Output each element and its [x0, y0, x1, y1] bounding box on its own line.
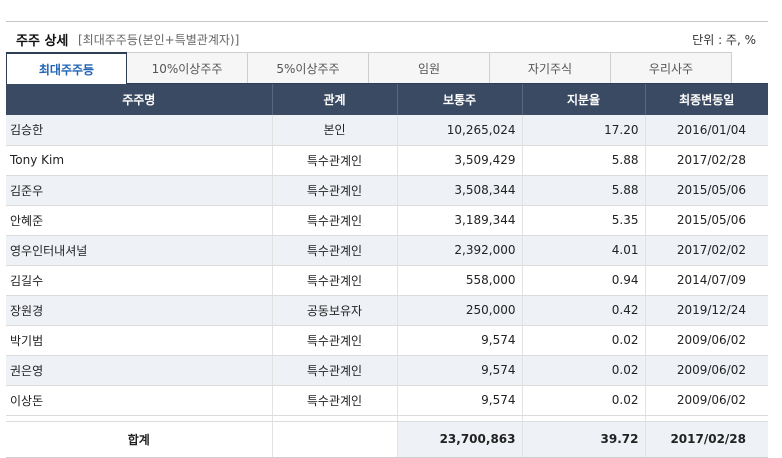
shareholder-tabs: 최대주주등 10%이상주주 5%이상주주 임원 자기주식 우리사주 [6, 52, 768, 84]
relation: 특수관계인 [272, 265, 398, 296]
total-shares: 23,700,863 [397, 420, 523, 458]
shareholder-name: 영우인터내셔널 [6, 235, 273, 266]
table-row: 권은영 특수관계인 9,574 0.02 2009/06/02 [6, 355, 768, 386]
common-shares: 9,574 [397, 325, 523, 356]
ownership-ratio: 0.02 [522, 385, 646, 416]
table-row: 김준우 특수관계인 3,508,344 5.88 2015/05/06 [6, 175, 768, 206]
common-shares: 2,392,000 [397, 235, 523, 266]
common-shares: 9,574 [397, 355, 523, 386]
shareholder-name: Tony Kim [6, 145, 273, 176]
ownership-ratio: 5.35 [522, 205, 646, 236]
col-header-ratio: 지분율 [522, 84, 646, 115]
ownership-ratio: 0.02 [522, 355, 646, 386]
shareholder-name: 박기범 [6, 325, 273, 356]
section-header: 주주 상세 [최대주주등(본인+특별관계자)] 단위 : 주, % [6, 22, 768, 52]
relation: 특수관계인 [272, 145, 398, 176]
ownership-ratio: 4.01 [522, 235, 646, 266]
total-relation-blank [272, 420, 398, 458]
relation: 특수관계인 [272, 355, 398, 386]
section-title: 주주 상세 [16, 34, 69, 49]
unit-label: 단위 : 주, % [692, 33, 756, 47]
ownership-ratio: 5.88 [522, 145, 646, 176]
col-header-relation: 관계 [272, 84, 398, 115]
last-change-date: 2015/05/06 [645, 205, 768, 236]
tab-10pct-shareholders[interactable]: 10%이상주주 [127, 52, 248, 83]
ownership-ratio: 0.02 [522, 325, 646, 356]
relation: 본인 [272, 115, 398, 146]
table-row: 이상돈 특수관계인 9,574 0.02 2009/06/02 [6, 385, 768, 416]
relation: 특수관계인 [272, 235, 398, 266]
tab-filler [732, 52, 768, 83]
common-shares: 250,000 [397, 295, 523, 326]
shareholder-name: 이상돈 [6, 385, 273, 416]
ownership-ratio: 17.20 [522, 115, 646, 146]
table-row: 영우인터내셔널 특수관계인 2,392,000 4.01 2017/02/02 [6, 235, 768, 266]
common-shares: 558,000 [397, 265, 523, 296]
last-change-date: 2019/12/24 [645, 295, 768, 326]
common-shares: 9,574 [397, 385, 523, 416]
relation: 특수관계인 [272, 325, 398, 356]
relation: 공동보유자 [272, 295, 398, 326]
relation: 특수관계인 [272, 175, 398, 206]
ownership-ratio: 5.88 [522, 175, 646, 206]
tab-treasury-stock[interactable]: 자기주식 [490, 52, 611, 83]
total-ratio: 39.72 [522, 420, 646, 458]
common-shares: 3,509,429 [397, 145, 523, 176]
section-subtitle: [최대주주등(본인+특별관계자)] [78, 33, 240, 47]
common-shares: 3,508,344 [397, 175, 523, 206]
tab-5pct-shareholders[interactable]: 5%이상주주 [248, 52, 369, 83]
last-change-date: 2015/05/06 [645, 175, 768, 206]
tab-executives[interactable]: 임원 [369, 52, 490, 83]
table-header-row: 주주명 관계 보통주 지분율 최종변동일 [6, 84, 768, 115]
table-row: 김승한 본인 10,265,024 17.20 2016/01/04 [6, 115, 768, 146]
relation: 특수관계인 [272, 385, 398, 416]
total-label: 합계 [6, 420, 273, 458]
last-change-date: 2009/06/02 [645, 325, 768, 356]
ownership-ratio: 0.94 [522, 265, 646, 296]
last-change-date: 2017/02/02 [645, 235, 768, 266]
common-shares: 3,189,344 [397, 205, 523, 236]
table-row: 박기범 특수관계인 9,574 0.02 2009/06/02 [6, 325, 768, 356]
total-row: 합계 23,700,863 39.72 2017/02/28 [6, 420, 768, 458]
col-header-name: 주주명 [6, 84, 273, 115]
col-header-date: 최종변동일 [645, 84, 768, 115]
ownership-ratio: 0.42 [522, 295, 646, 326]
shareholder-name: 김승한 [6, 115, 273, 146]
last-change-date: 2016/01/04 [645, 115, 768, 146]
top-border [6, 21, 768, 22]
table-row: 안혜준 특수관계인 3,189,344 5.35 2015/05/06 [6, 205, 768, 236]
last-change-date: 2017/02/28 [645, 145, 768, 176]
common-shares: 10,265,024 [397, 115, 523, 146]
tab-major-shareholders[interactable]: 최대주주등 [6, 52, 127, 84]
shareholder-name: 김준우 [6, 175, 273, 206]
last-change-date: 2009/06/02 [645, 385, 768, 416]
col-header-shares: 보통주 [397, 84, 523, 115]
last-change-date: 2009/06/02 [645, 355, 768, 386]
shareholder-name: 장원경 [6, 295, 273, 326]
shareholder-table: 주주명 관계 보통주 지분율 최종변동일 김승한 본인 10,265,024 1… [6, 84, 768, 458]
last-change-date: 2014/07/09 [645, 265, 768, 296]
relation: 특수관계인 [272, 205, 398, 236]
shareholder-name: 권은영 [6, 355, 273, 386]
shareholder-name: 김길수 [6, 265, 273, 296]
table-row: 김길수 특수관계인 558,000 0.94 2014/07/09 [6, 265, 768, 296]
total-date: 2017/02/28 [645, 420, 768, 458]
table-row: 장원경 공동보유자 250,000 0.42 2019/12/24 [6, 295, 768, 326]
table-row: Tony Kim 특수관계인 3,509,429 5.88 2017/02/28 [6, 145, 768, 176]
tab-employee-stock[interactable]: 우리사주 [611, 52, 732, 83]
shareholder-name: 안혜준 [6, 205, 273, 236]
